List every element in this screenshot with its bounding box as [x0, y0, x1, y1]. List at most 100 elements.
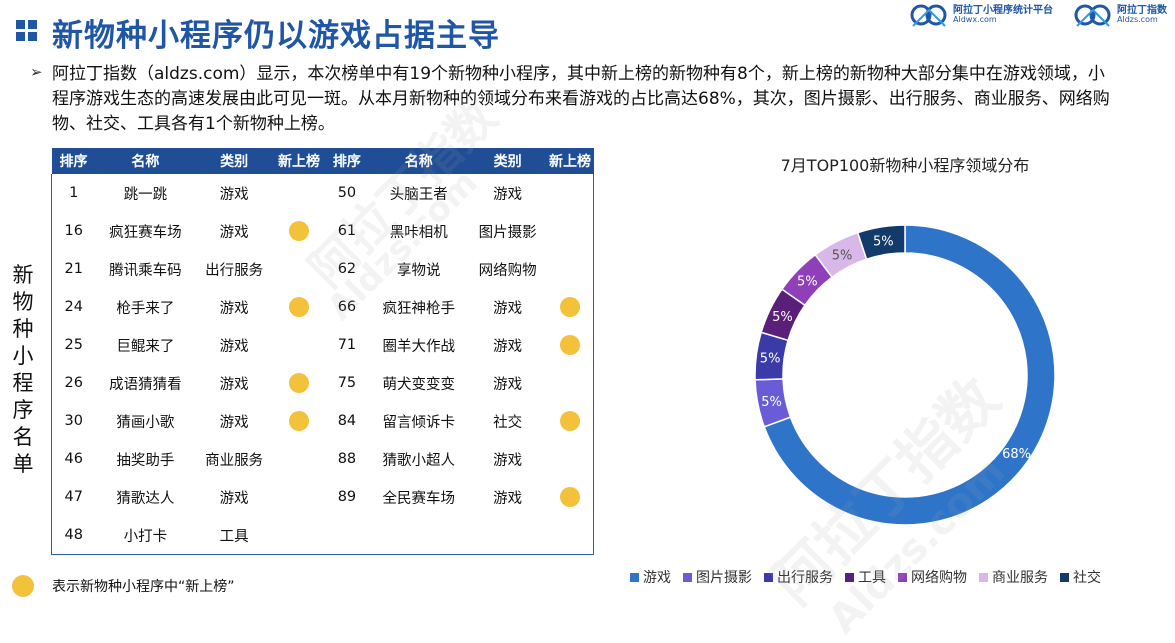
category-cell: 游戏: [493, 490, 523, 507]
legend-label: 商业服务: [992, 570, 1048, 586]
legend-label: 图片摄影: [696, 570, 752, 586]
legend-item: 出行服务: [764, 567, 833, 587]
header-new: 新上榜: [273, 148, 325, 174]
name-cell: 全民赛车场: [382, 490, 456, 507]
header-category: 类别: [195, 148, 274, 174]
donut-data-label: 5%: [772, 310, 793, 325]
rank-cell: 50: [337, 185, 357, 201]
table-row: 25 巨鲲来了 游戏 71 圈羊大作战 游戏: [51, 326, 594, 364]
donut-data-label: 5%: [761, 395, 782, 410]
category-cell: 游戏: [219, 300, 249, 317]
category-cell: 社交: [493, 414, 523, 431]
side-label: 新物种小程序名单: [12, 263, 34, 476]
category-cell: [468, 516, 547, 555]
rank-cell: 24: [51, 288, 96, 326]
new-entry-cell: [273, 478, 325, 516]
category-cell: 游戏: [493, 186, 523, 203]
aldwx-logo-url: Aldwx.com: [953, 15, 997, 25]
name-cell: 小打卡: [95, 516, 196, 555]
rank-cell: 88: [337, 451, 357, 467]
aldwx-logo-name: 阿拉丁小程序统计平台: [953, 4, 1053, 16]
rank-cell: [324, 516, 369, 555]
category-cell: 图片摄影: [478, 224, 537, 241]
legend-label: 社交: [1073, 570, 1101, 586]
table-row: 46 抽奖助手 商业服务 88 猜歌小超人 游戏: [51, 440, 594, 478]
donut-data-label: 68%: [1002, 447, 1031, 462]
legend-swatch: [979, 572, 988, 582]
table-row: 1 跳一跳 游戏 50 头脑王者 游戏: [51, 174, 594, 212]
table-row: 26 成语猜猜看 游戏 75 萌犬变变变 游戏: [51, 364, 594, 402]
header-name: 名称: [95, 148, 196, 174]
name-cell: 猜歌小超人: [382, 452, 456, 469]
legend-label: 网络购物: [911, 570, 967, 586]
name-cell: 猜歌达人: [116, 490, 175, 507]
chart-legend: 游戏 图片摄影 出行服务 工具 网络购物 商业服务 社交: [630, 567, 1130, 587]
new-entry-cell: [273, 516, 325, 555]
name-cell: 圈羊大作战: [382, 338, 456, 355]
legend-swatch: [764, 572, 773, 582]
new-entry-dot-icon: [289, 221, 310, 241]
header-rank: 排序: [324, 148, 369, 174]
rank-cell: 89: [337, 489, 357, 505]
name-cell: 黑咔相机: [389, 224, 448, 241]
new-entry-dot-icon: [12, 575, 34, 597]
rank-cell: 84: [337, 413, 357, 429]
donut-chart: 68% 5% 5% 5% 5% 5% 5%: [754, 224, 1056, 526]
legend-label: 出行服务: [777, 570, 833, 586]
name-cell: 萌犬变变变: [382, 376, 456, 393]
rank-cell: 61: [337, 223, 357, 239]
new-entry-cell: [546, 212, 594, 250]
name-cell: 抽奖助手: [116, 452, 175, 469]
category-cell: 游戏: [219, 376, 249, 393]
category-cell: 游戏: [219, 224, 249, 241]
legend-item: 工具: [845, 567, 886, 587]
new-entry-cell: [273, 174, 325, 212]
table-row: 16 疯狂赛车场 游戏 61 黑咔相机 图片摄影: [51, 212, 594, 250]
chart-title: 7月TOP100新物种小程序领域分布: [780, 156, 1030, 175]
rank-cell: 46: [51, 440, 96, 478]
donut-data-label: 5%: [797, 274, 818, 289]
name-cell: 疯狂神枪手: [382, 300, 456, 317]
header-new: 新上榜: [546, 148, 594, 174]
category-cell: 游戏: [219, 186, 249, 203]
new-entry-dot-icon: [559, 297, 580, 317]
new-entry-cell: [546, 516, 594, 555]
aldzs-logo-name: 阿拉丁指数: [1117, 4, 1167, 16]
aldwx-logo-icon: [910, 4, 947, 27]
aldzs-logo: 阿拉丁指数 Aldzs.com: [1073, 2, 1167, 28]
new-entry-cell: [273, 326, 325, 364]
header-name: 名称: [368, 148, 469, 174]
table-row: 30 猜画小歌 游戏 84 留言倾诉卡 社交: [51, 402, 594, 440]
legend-swatch: [683, 572, 692, 582]
name-cell: 头脑王者: [389, 186, 448, 203]
new-entry-cell: [546, 326, 594, 364]
rank-cell: 71: [337, 337, 357, 353]
rank-cell: 62: [337, 261, 357, 277]
legend-item: 网络购物: [898, 567, 967, 587]
category-cell: 网络购物: [478, 262, 537, 279]
name-cell: 猜画小歌: [116, 414, 175, 431]
new-entry-dot-icon: [289, 411, 310, 431]
category-cell: 游戏: [219, 414, 249, 431]
category-cell: 游戏: [493, 300, 523, 317]
new-entry-cell: [273, 440, 325, 478]
legend-item: 游戏: [630, 567, 671, 587]
category-cell: 游戏: [493, 376, 523, 393]
new-entry-cell: [546, 250, 594, 288]
donut-data-label: 5%: [832, 248, 853, 263]
rank-cell: 21: [51, 250, 96, 288]
new-entry-cell: [273, 364, 325, 402]
aldwx-logo: 阿拉丁小程序统计平台 Aldwx.com: [909, 2, 1053, 28]
category-cell: 出行服务: [205, 262, 264, 279]
donut-slice-0: [763, 224, 1056, 526]
page-title: 新物种小程序仍以游戏占据主导: [52, 18, 500, 54]
new-entry-cell: [273, 250, 325, 288]
bullet-arrow-icon: ➢: [30, 63, 43, 81]
name-cell: 腾讯乘车码: [109, 262, 182, 279]
new-entry-cell: [273, 288, 325, 326]
new-entry-dot-icon: [289, 297, 310, 317]
new-entry-cell: [273, 402, 325, 440]
legend-label: 工具: [858, 570, 886, 586]
donut-data-label: 5%: [873, 235, 894, 250]
category-cell: 游戏: [219, 338, 249, 355]
